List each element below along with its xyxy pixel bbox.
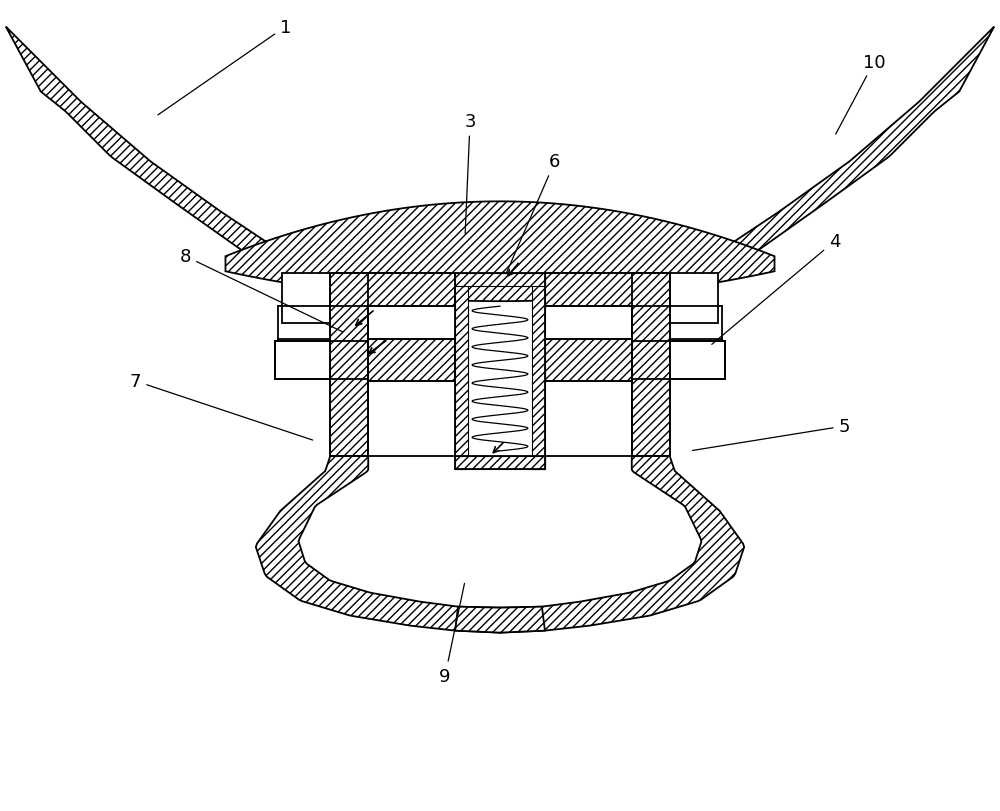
Text: 5: 5 <box>692 418 850 451</box>
Polygon shape <box>368 340 455 381</box>
Text: 4: 4 <box>712 233 840 345</box>
Polygon shape <box>455 274 468 470</box>
Text: 1: 1 <box>158 19 291 116</box>
Polygon shape <box>455 457 545 470</box>
Text: 3: 3 <box>464 114 476 234</box>
Polygon shape <box>680 28 994 302</box>
Text: 6: 6 <box>506 153 561 274</box>
Polygon shape <box>455 607 545 633</box>
Polygon shape <box>455 274 545 287</box>
Polygon shape <box>330 274 368 457</box>
Polygon shape <box>225 202 775 302</box>
Polygon shape <box>532 274 545 470</box>
Polygon shape <box>275 341 330 380</box>
Polygon shape <box>545 274 670 307</box>
Text: 10: 10 <box>836 54 886 135</box>
Text: 9: 9 <box>439 584 464 684</box>
Polygon shape <box>500 457 744 633</box>
Polygon shape <box>545 340 632 381</box>
Bar <box>282 274 330 324</box>
Polygon shape <box>6 28 320 302</box>
Text: 8: 8 <box>180 248 343 333</box>
Text: 7: 7 <box>130 372 313 440</box>
Bar <box>670 274 718 324</box>
Polygon shape <box>330 274 455 307</box>
Polygon shape <box>256 457 500 633</box>
Polygon shape <box>632 274 670 457</box>
Polygon shape <box>670 341 725 380</box>
